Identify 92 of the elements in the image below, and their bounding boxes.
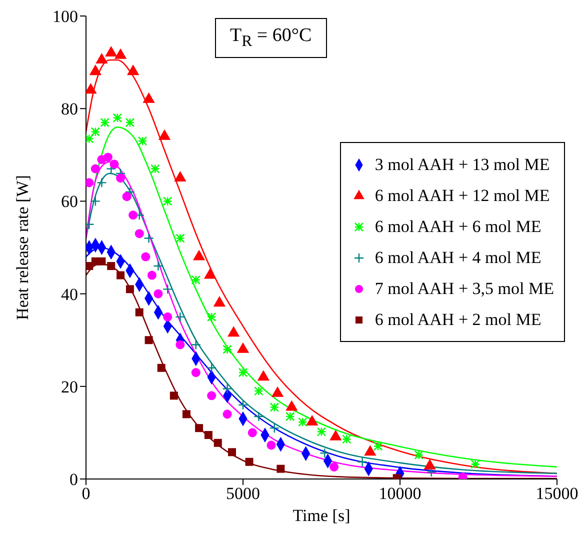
annotation: T$_{R}$ = 60°C: [215, 18, 327, 58]
point: [316, 427, 326, 436]
point: [144, 233, 154, 244]
point: [276, 464, 285, 473]
point: [116, 174, 126, 183]
y-tick-label: 60: [61, 192, 78, 212]
y-tick-label: 100: [52, 7, 78, 26]
point: [424, 459, 436, 470]
point: [195, 424, 204, 432]
legend-label: 3 mol AAH + 13 mol ME: [374, 154, 550, 174]
point: [248, 428, 257, 438]
point: [357, 456, 368, 467]
point: [141, 252, 150, 262]
point: [320, 448, 330, 458]
point: [138, 136, 148, 146]
point: [86, 178, 94, 188]
point: [103, 152, 112, 162]
point: [222, 344, 232, 354]
point: [190, 340, 201, 350]
legend-label: 7 mol AAH + 3,5 mol ME: [374, 278, 554, 298]
legend-label: 6 mol AAH + 2 mol ME: [374, 310, 542, 330]
point: [90, 196, 101, 206]
point: [342, 434, 352, 444]
point: [238, 368, 248, 378]
point: [270, 402, 280, 412]
point: [470, 460, 480, 469]
point: [373, 441, 383, 451]
point: [135, 308, 144, 316]
point: [191, 275, 201, 285]
point: [364, 445, 376, 456]
point: [128, 210, 138, 220]
point: [157, 364, 166, 372]
point: [285, 412, 295, 422]
point: [96, 178, 107, 188]
point: [144, 336, 153, 344]
point: [269, 422, 280, 434]
point: [110, 160, 119, 169]
point: [162, 284, 173, 294]
point: [176, 340, 185, 350]
point: [228, 448, 236, 456]
point: [100, 118, 110, 128]
point: [125, 118, 135, 128]
y-tick-label: 80: [61, 100, 78, 119]
point: [222, 410, 232, 419]
x-tick-label: 0: [82, 484, 90, 504]
point: [298, 417, 308, 427]
point: [147, 270, 156, 280]
point: [134, 229, 144, 238]
legend-label: 6 mol AAH + 4 mol ME: [374, 248, 542, 268]
point: [126, 285, 134, 294]
point: [154, 289, 163, 298]
point: [90, 127, 100, 136]
legend-label: 6 mol AAH + 12 mol ME: [374, 186, 550, 206]
point: [254, 411, 264, 422]
x-tick-label: 5000: [226, 484, 260, 504]
point: [162, 196, 172, 206]
point: [182, 410, 190, 418]
point: [222, 384, 232, 394]
point: [306, 415, 318, 426]
point: [163, 312, 172, 322]
y-tick-label: 40: [61, 284, 78, 304]
y-axis-title: Heat release rate [W]: [13, 175, 32, 320]
point: [254, 386, 264, 396]
point: [150, 164, 160, 174]
point: [176, 234, 185, 243]
x-tick-label: 10000: [378, 484, 422, 504]
point: [191, 368, 200, 378]
point: [426, 466, 436, 478]
point: [206, 362, 217, 373]
point: [98, 257, 106, 266]
point: [153, 260, 164, 272]
point: [170, 392, 178, 400]
y-tick-label: 0: [70, 470, 78, 490]
point: [204, 431, 212, 440]
point: [245, 458, 254, 466]
point: [214, 438, 222, 447]
point: [90, 164, 100, 174]
x-tick-label: 15000: [536, 484, 578, 504]
y-tick-label: 20: [61, 377, 78, 396]
point: [116, 271, 125, 280]
point: [238, 400, 248, 410]
legend-label: 6 mol AAH + 6 mol ME: [374, 216, 542, 236]
point: [414, 450, 424, 460]
point: [206, 312, 216, 322]
point: [107, 262, 116, 270]
x-axis-title: Time [s]: [292, 506, 350, 525]
point: [330, 462, 339, 472]
point: [266, 440, 276, 450]
point: [175, 312, 186, 322]
point: [122, 192, 132, 202]
point: [112, 113, 122, 123]
point: [207, 391, 216, 400]
